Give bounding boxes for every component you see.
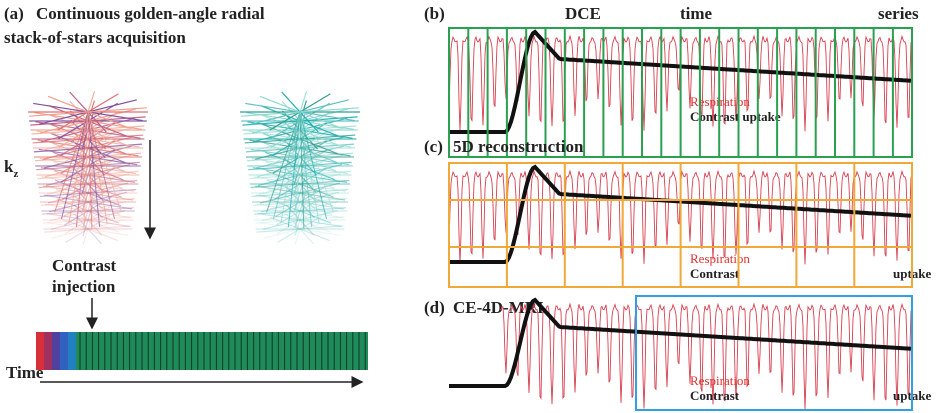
panel-title: series <box>878 4 919 23</box>
contrast-label: Contrast <box>690 388 740 403</box>
bar-stripe <box>44 332 52 370</box>
bar-stripe <box>36 332 44 370</box>
panel-title: stack-of-stars acquisition <box>4 28 186 47</box>
panel-label: (d) <box>424 298 445 317</box>
injection-label: Contrast <box>52 256 117 275</box>
injection-label: injection <box>52 277 116 296</box>
figure: (a) Continuous golden-angle radial stack… <box>0 0 937 413</box>
contrast-label: Contrast uptake <box>690 109 781 124</box>
bar-stripe <box>52 332 60 370</box>
contrast-label: Contrast <box>690 266 740 281</box>
respiration-label: Respiration <box>690 251 750 266</box>
panel-title: Continuous golden-angle radial <box>36 4 265 23</box>
panel-b: (b) DCE time series RespirationContrast … <box>424 4 919 157</box>
axis-label: kz <box>4 157 18 180</box>
panel-title: DCE <box>565 4 601 23</box>
axis-sub: z <box>13 168 18 180</box>
bar-stripe <box>76 332 368 370</box>
bar-stripe <box>68 332 76 370</box>
respiration-label: Respiration <box>690 373 750 388</box>
panel-title: 5D reconstruction <box>453 137 584 156</box>
panel-label: (a) <box>4 4 24 23</box>
panel-title: time <box>680 4 713 23</box>
panel-label: (c) <box>424 137 443 156</box>
panel-a: (a) Continuous golden-angle radial stack… <box>4 4 368 382</box>
bar-stripe <box>60 332 68 370</box>
panel-label: (b) <box>424 4 445 23</box>
panel-c: (c) 5D reconstruction RespirationContras… <box>424 137 932 287</box>
